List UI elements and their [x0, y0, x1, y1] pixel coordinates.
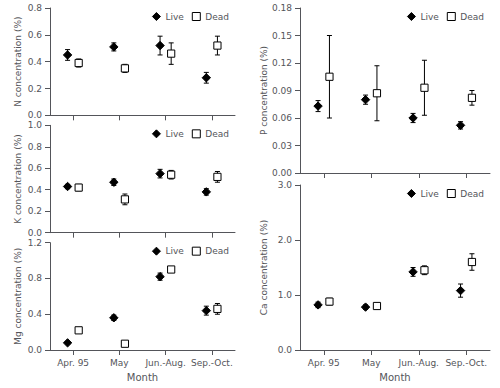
svg-text:Live: Live — [165, 246, 184, 256]
svg-text:0.0: 0.0 — [28, 345, 43, 355]
svg-text:Apr. 95: Apr. 95 — [308, 358, 340, 368]
svg-text:0.00: 0.00 — [272, 168, 292, 178]
svg-text:Apr. 95: Apr. 95 — [57, 358, 89, 368]
svg-text:Month: Month — [127, 372, 158, 383]
svg-text:0.2: 0.2 — [28, 206, 42, 216]
svg-text:K concentration (%): K concentration (%) — [13, 134, 23, 224]
svg-text:Live: Live — [420, 189, 439, 199]
svg-text:Month: Month — [379, 372, 410, 383]
svg-text:1.2: 1.2 — [28, 238, 42, 248]
svg-text:P concentration (%): P concentration (%) — [259, 46, 269, 135]
svg-text:0.4: 0.4 — [28, 309, 43, 319]
svg-text:0.03: 0.03 — [272, 141, 292, 151]
svg-text:0.15: 0.15 — [272, 31, 292, 41]
svg-text:0.6: 0.6 — [28, 163, 43, 173]
svg-text:May: May — [362, 358, 381, 368]
svg-text:Ca concentration (%): Ca concentration (%) — [259, 220, 269, 315]
svg-text:1.0: 1.0 — [28, 120, 43, 130]
svg-text:Live: Live — [420, 12, 439, 22]
svg-text:0.4: 0.4 — [28, 185, 43, 195]
svg-text:0.2: 0.2 — [28, 84, 42, 94]
svg-text:Dead: Dead — [460, 12, 484, 22]
svg-text:0.06: 0.06 — [272, 113, 292, 123]
svg-text:2.0: 2.0 — [278, 235, 293, 245]
svg-text:0.6: 0.6 — [28, 30, 43, 40]
svg-text:Live: Live — [165, 129, 184, 139]
svg-text:0.0: 0.0 — [278, 345, 293, 355]
svg-text:N concentration (%): N concentration (%) — [13, 16, 23, 106]
svg-text:0.09: 0.09 — [272, 86, 292, 96]
svg-text:0.18: 0.18 — [272, 3, 292, 13]
svg-text:Dead: Dead — [205, 12, 229, 22]
svg-text:Dead: Dead — [460, 189, 484, 199]
svg-text:0.4: 0.4 — [28, 57, 43, 67]
svg-text:0.0: 0.0 — [28, 228, 43, 238]
svg-text:Sep.-Oct.: Sep.-Oct. — [445, 358, 487, 368]
svg-text:May: May — [110, 358, 129, 368]
svg-text:1.0: 1.0 — [278, 290, 293, 300]
svg-text:Dead: Dead — [205, 246, 229, 256]
svg-text:Dead: Dead — [205, 129, 229, 139]
svg-text:0.8: 0.8 — [28, 273, 43, 283]
svg-text:3.0: 3.0 — [278, 180, 293, 190]
svg-text:Jun.-Aug.: Jun.-Aug. — [144, 358, 185, 368]
svg-text:Mg concentration (%): Mg concentration (%) — [13, 248, 23, 345]
svg-text:Live: Live — [165, 12, 184, 22]
svg-text:Jun.-Aug.: Jun.-Aug. — [398, 358, 439, 368]
svg-text:0.8: 0.8 — [28, 142, 43, 152]
svg-text:0.8: 0.8 — [28, 3, 43, 13]
svg-text:0.12: 0.12 — [272, 58, 292, 68]
svg-text:0.0: 0.0 — [28, 110, 43, 120]
svg-text:Sep.-Oct.: Sep.-Oct. — [191, 358, 233, 368]
